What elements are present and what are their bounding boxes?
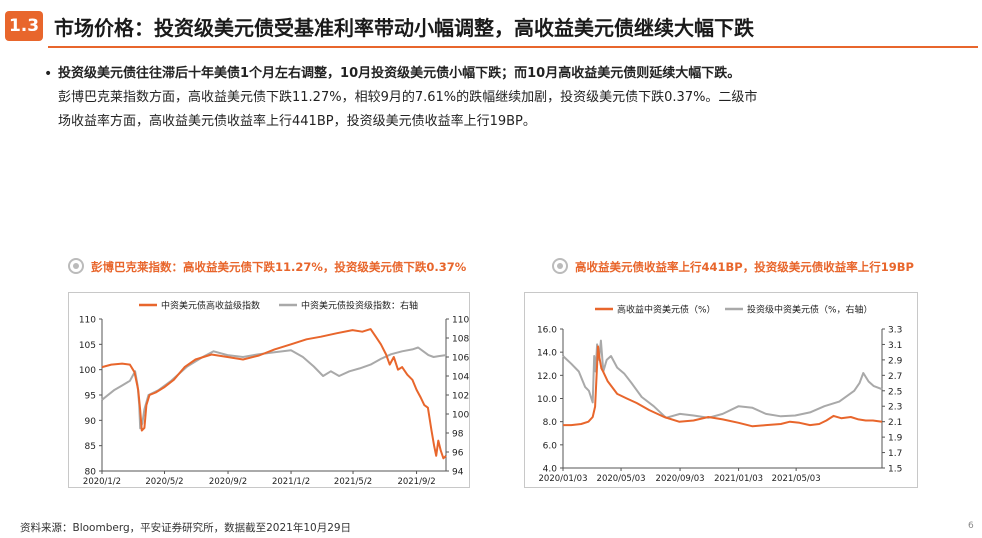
y-tick-label-left: 105: [79, 341, 96, 351]
y-tick-label-left: 4.0: [543, 465, 558, 475]
right-chart-caption: 高收益美元债收益率上行441BP，投资级美元债收益率上行19BP: [552, 258, 914, 275]
right-chart-panel: 16.0 14.0 12.0 10.0 8.0 6.0 4.0 3.3 3.1 2.9 2.7 2.5…: [524, 292, 918, 488]
x-tick-label: 2020/1/2: [83, 477, 121, 487]
target-icon: [552, 258, 568, 274]
left-chart-panel: 110 105 100 95 90 85 80 110 108 106 104 102 100 98 96 9…: [68, 292, 470, 488]
slide-header: 1.3 市场价格：投资级美元债受基准利率带动小幅调整，高收益美元债继续大幅下跌: [0, 0, 982, 56]
y-tick-label-right: 102: [452, 392, 469, 402]
y-tick-label-right: 2.3: [888, 403, 902, 413]
y-tick-label-left: 85: [85, 442, 96, 452]
y-tick-label-left: 90: [85, 417, 97, 427]
x-tick-label: 2020/5/2: [145, 477, 183, 487]
page-title: 市场价格：投资级美元债受基准利率带动小幅调整，高收益美元债继续大幅下跌: [54, 16, 754, 40]
y-tick-label-right: 110: [452, 316, 469, 326]
legend-label: 中资美元债投资级指数：右轴: [301, 300, 418, 312]
bullet-line-1: 投资级美元债往往滞后十年美债1个月左右调整，10月投资级美元债小幅下跌；而10月…: [58, 66, 741, 81]
y-tick-label-right: 96: [452, 449, 464, 459]
y-tick-label-right: 1.5: [888, 465, 902, 475]
y-tick-label-left: 14.0: [537, 349, 557, 359]
y-tick-label-left: 16.0: [537, 326, 557, 336]
y-tick-label-right: 1.9: [888, 434, 903, 444]
left-chart: 110 105 100 95 90 85 80 110 108 106 104 102 100 98 96 9…: [79, 300, 470, 488]
y-tick-label-right: 2.9: [888, 356, 903, 366]
right-chart-caption-text: 高收益美元债收益率上行441BP，投资级美元债收益率上行19BP: [575, 260, 914, 274]
y-tick-label-left: 10.0: [537, 395, 557, 405]
y-tick-label-right: 1.7: [888, 449, 902, 459]
y-tick-label-right: 2.1: [888, 418, 902, 428]
y-tick-label-left: 100: [79, 366, 96, 376]
y-tick-label-right: 94: [452, 468, 464, 478]
bullet-line-3: 场收益率方面，高收益美元债收益率上行441BP，投资级美元债收益率上行19BP。: [58, 114, 536, 129]
y-tick-label-right: 100: [452, 411, 469, 421]
grey-series-line: [562, 339, 883, 419]
right-chart: 16.0 14.0 12.0 10.0 8.0 6.0 4.0 3.3 3.1 2.9 2.7 2.5…: [537, 304, 903, 485]
bullet-dot: •: [44, 66, 53, 82]
y-tick-label-left: 12.0: [537, 372, 557, 382]
y-tick-label-left: 6.0: [543, 441, 558, 451]
page-number: 6: [968, 521, 974, 531]
target-icon: [68, 258, 84, 274]
source-note: 资料来源：Bloomberg，平安证券研究所，数据截至2021年10月29日: [20, 522, 352, 534]
legend-label: 投资级中资美元债（%，右轴）: [747, 304, 873, 316]
y-tick-label-right: 104: [452, 373, 469, 383]
y-tick-label-left: 95: [85, 392, 96, 402]
x-tick-label: 2021/01/03: [714, 474, 763, 484]
x-tick-label: 2020/09/03: [656, 474, 705, 484]
orange-series-line: [101, 328, 447, 460]
y-tick-label-right: 2.5: [888, 387, 902, 397]
left-chart-caption-text: 彭博巴克莱指数：高收益美元债下跌11.27%，投资级美元债下跌0.37%: [91, 260, 467, 274]
y-tick-label-right: 98: [452, 430, 464, 440]
x-tick-label: 2020/01/03: [539, 474, 588, 484]
x-tick-label: 2021/05/03: [772, 474, 821, 484]
y-tick-label-right: 108: [452, 335, 469, 345]
x-tick-label: 2021/5/2: [334, 477, 372, 487]
legend-label: 中资美元债高收益级指数: [161, 300, 260, 312]
x-tick-label: 2021/1/2: [272, 477, 310, 487]
x-tick-label: 2020/9/2: [209, 477, 247, 487]
y-tick-label-left: 8.0: [543, 418, 558, 428]
y-tick-label-right: 2.7: [888, 372, 902, 382]
x-tick-label: 2021/9/2: [397, 477, 435, 487]
y-tick-label-right: 3.1: [888, 341, 902, 351]
y-tick-label-right: 106: [452, 354, 469, 364]
y-tick-label-left: 110: [79, 316, 96, 326]
orange-series-line: [563, 345, 883, 428]
y-tick-label-right: 3.3: [888, 326, 902, 336]
title-underline: [48, 46, 978, 48]
x-tick-label: 2020/05/03: [597, 474, 646, 484]
y-tick-label-left: 80: [85, 468, 97, 478]
section-number: 1.3: [5, 11, 43, 41]
bullet-line-2: 彭博巴克莱指数方面，高收益美元债下跌11.27%，相较9月的7.61%的跌幅继续…: [58, 90, 758, 105]
left-chart-caption: 彭博巴克莱指数：高收益美元债下跌11.27%，投资级美元债下跌0.37%: [68, 258, 466, 275]
legend-label: 高收益中资美元债（%）: [617, 304, 716, 316]
bullet-paragraph: • 投资级美元债往往滞后十年美债1个月左右调整，10月投资级美元债小幅下跌；而1…: [44, 62, 968, 134]
